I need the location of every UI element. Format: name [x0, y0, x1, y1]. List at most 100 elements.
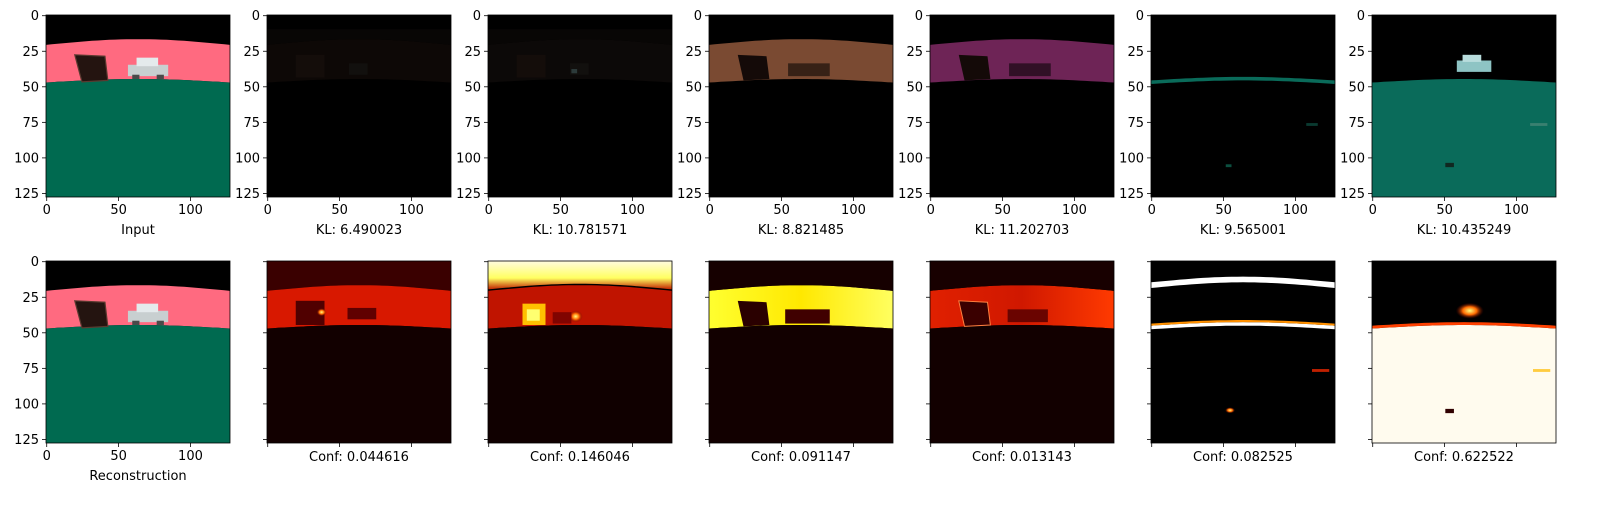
- y-tick-label: 25: [464, 45, 481, 60]
- y-tick-label: 75: [1127, 116, 1144, 131]
- panel-label: Conf: 0.146046: [530, 450, 630, 465]
- dark-spot: [1445, 162, 1454, 168]
- y-tick-label: 125: [14, 433, 39, 448]
- y-tick-label: 50: [22, 80, 39, 95]
- axes-frame: [1150, 14, 1336, 198]
- axes-frame: [45, 14, 231, 198]
- image-background: [1151, 261, 1335, 443]
- y-tick-label: 125: [14, 187, 39, 202]
- object-shadow: [737, 54, 770, 81]
- panel: Conf: 0.082525: [1147, 260, 1336, 465]
- x-tick-label: 50: [994, 203, 1011, 218]
- image-content: [1151, 261, 1335, 443]
- y-tick-label: 100: [1119, 151, 1144, 166]
- car-body: [127, 64, 169, 77]
- x-tick-label: 0: [43, 449, 51, 464]
- heat-blob: [568, 310, 583, 323]
- image-content: [709, 261, 893, 443]
- car-shadow: [788, 63, 830, 77]
- heat-object: [1007, 309, 1048, 323]
- panel-label: KL: 11.202703: [975, 223, 1070, 238]
- panel: 0 50 100 0 25 50 75 100 125 Reconstruction: [14, 255, 231, 484]
- image-content: [1372, 15, 1556, 197]
- y-tick-label: 100: [456, 151, 481, 166]
- y-tick-label: 25: [22, 291, 39, 306]
- heat-line-glow: [1151, 320, 1335, 326]
- panel: Conf: 0.044616: [263, 260, 452, 465]
- heat-blob: [1455, 302, 1484, 319]
- x-tick-label: 100: [1283, 203, 1308, 218]
- teal-ground: [1372, 79, 1556, 197]
- x-tick-label: 0: [485, 203, 493, 218]
- panel: Conf: 0.013143: [926, 260, 1115, 465]
- horizon-line: [1151, 76, 1335, 84]
- car-wheel: [132, 74, 140, 79]
- y-tick-label: 125: [1119, 187, 1144, 202]
- panel-label: Reconstruction: [89, 469, 186, 484]
- heat-object-core: [526, 309, 540, 321]
- x-tick-label: 0: [927, 203, 935, 218]
- y-tick-label: 100: [235, 151, 260, 166]
- image-content: [930, 261, 1114, 443]
- panel: 0 50 100 0 25 50 75 100 125 KL: 6.490023: [235, 9, 452, 238]
- panel-label: Conf: 0.091147: [751, 450, 851, 465]
- panel: 0 50 100 0 25 50 75 100 125 KL: 8.821485: [677, 9, 894, 238]
- heat-top: [488, 261, 672, 290]
- panel: 0 50 100 0 25 50 75 100 125 Input: [14, 9, 231, 238]
- y-tick-label: 50: [1348, 80, 1365, 95]
- image-content: [709, 15, 893, 197]
- car-wheel: [132, 320, 140, 325]
- car-body: [127, 310, 169, 323]
- car-glimpse: [1456, 60, 1492, 72]
- axes-frame: [487, 260, 673, 444]
- heat-streak: [1312, 369, 1330, 372]
- y-tick-label: 125: [1340, 187, 1365, 202]
- x-tick-label: 0: [264, 203, 272, 218]
- car-roof: [136, 57, 159, 67]
- y-tick-label: 25: [22, 45, 39, 60]
- y-tick-label: 125: [235, 187, 260, 202]
- axes-frame: [1150, 260, 1336, 444]
- panel-label: KL: 9.565001: [1200, 223, 1286, 238]
- heat-edge: [1372, 322, 1556, 329]
- heat-line-top: [1151, 276, 1335, 288]
- heat-object: [958, 300, 991, 327]
- y-tick-label: 100: [677, 151, 702, 166]
- y-tick-label: 50: [906, 80, 923, 95]
- x-tick-label: 0: [706, 203, 714, 218]
- dim-object: [516, 54, 546, 78]
- heat-object: [347, 307, 377, 320]
- heat-object: [552, 312, 572, 324]
- heat-blob: [316, 308, 327, 317]
- x-tick-label: 50: [1215, 203, 1232, 218]
- x-tick-label: 100: [1504, 203, 1529, 218]
- axes-frame: [708, 260, 894, 444]
- x-tick-label: 50: [773, 203, 790, 218]
- panel-label: Conf: 0.622522: [1414, 450, 1514, 465]
- y-tick-label: 75: [243, 116, 260, 131]
- dim-band: [488, 39, 672, 83]
- y-tick-label: 100: [14, 151, 39, 166]
- heat-ground: [930, 325, 1114, 443]
- heat-object: [737, 300, 770, 327]
- dim-highlight: [571, 69, 578, 74]
- dim-sky: [267, 29, 451, 45]
- panel-label: Conf: 0.082525: [1193, 450, 1293, 465]
- image-background: [1151, 15, 1335, 197]
- x-tick-label: 100: [841, 203, 866, 218]
- panel-label: KL: 8.821485: [758, 223, 844, 238]
- y-tick-label: 0: [1357, 9, 1365, 24]
- y-tick-label: 25: [243, 45, 260, 60]
- y-tick-label: 100: [898, 151, 923, 166]
- dim-object: [569, 63, 589, 75]
- axes-frame: [266, 14, 452, 198]
- y-tick-label: 0: [694, 9, 702, 24]
- stripe: [1530, 123, 1548, 126]
- heat-ground: [488, 325, 672, 443]
- y-tick-label: 0: [1136, 9, 1144, 24]
- y-tick-label: 75: [22, 362, 39, 377]
- heat-line-horizon: [1151, 322, 1335, 330]
- y-tick-label: 75: [685, 116, 702, 131]
- panel: 0 50 100 0 25 50 75 100 125 KL: 10.781571: [456, 9, 673, 238]
